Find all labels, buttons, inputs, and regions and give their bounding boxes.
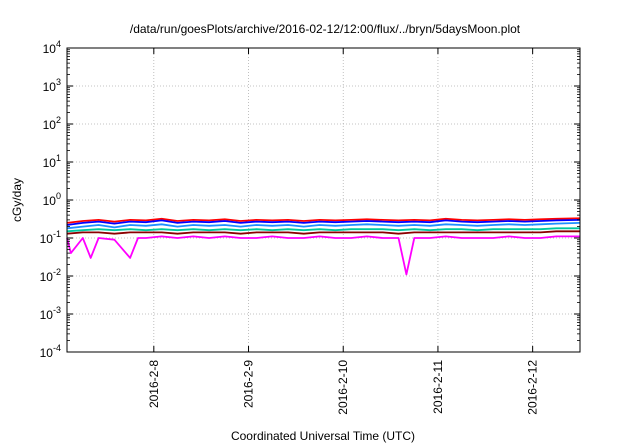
series-line-5 (66, 230, 580, 235)
y-tick-label: 10-4 (40, 343, 61, 360)
series-line-2 (66, 219, 581, 226)
series-line-1 (66, 217, 581, 224)
y-tick-label: 104 (43, 39, 61, 56)
y-tick-label: 103 (43, 77, 61, 94)
series-line-6 (66, 235, 580, 276)
y-tick-label: 101 (43, 153, 61, 170)
series-line-3 (66, 222, 581, 230)
x-tick-label: 2016-2-12 (526, 360, 540, 415)
y-axis: 104 103 102 101 100 10-1 10-2 10-3 10-4 (40, 39, 580, 360)
y-tick-label: 10-3 (40, 305, 61, 322)
y-axis-label: cGy/day (10, 178, 24, 222)
chart-title: /data/run/goesPlots/archive/2016-02-12/1… (130, 22, 521, 36)
x-tick-label: 2016-2-9 (242, 360, 256, 408)
x-tick-label: 2016-2-11 (431, 360, 445, 414)
x-axis: 2016-2-8 2016-2-9 2016-2-10 2016-2-11 2016-2… (147, 48, 540, 415)
series-lines (66, 217, 581, 276)
x-tick-label: 2016-2-10 (336, 360, 350, 415)
y-tick-label: 100 (43, 191, 61, 208)
series-line-4 (66, 227, 580, 233)
y-tick-label: 10-2 (40, 267, 61, 284)
y-tick-label: 10-1 (40, 229, 61, 246)
x-tick-label: 2016-2-8 (147, 360, 161, 408)
y-tick-label: 102 (43, 115, 61, 132)
x-axis-label: Coordinated Universal Time (UTC) (231, 429, 415, 443)
